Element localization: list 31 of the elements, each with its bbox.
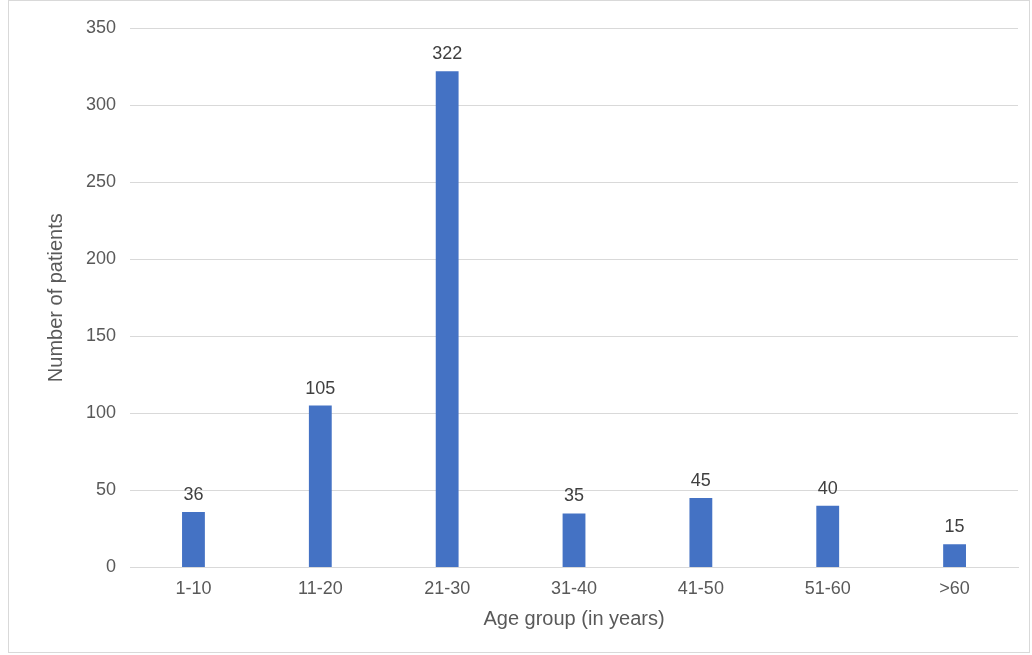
bar <box>435 71 459 567</box>
bar <box>562 513 586 567</box>
data-label: 36 <box>183 483 204 504</box>
x-tick-label: 11-20 <box>297 578 343 599</box>
y-tick-label: 200 <box>85 248 117 269</box>
y-tick-label: 250 <box>85 171 117 192</box>
x-tick-label: 1-10 <box>175 578 212 599</box>
data-label: 35 <box>564 485 585 506</box>
y-tick-label: 150 <box>85 325 117 346</box>
x-tick-label: 51-60 <box>804 578 851 599</box>
bar <box>182 511 205 567</box>
x-axis-title: Age group (in years) <box>483 606 665 629</box>
x-tick-label: 21-30 <box>424 578 471 599</box>
y-axis-title: Number of patients <box>43 213 66 383</box>
x-tick-label: 41-50 <box>677 578 724 599</box>
data-label: 322 <box>432 43 463 64</box>
y-tick-label: 50 <box>96 479 117 500</box>
x-tick-label: >60 <box>939 578 970 599</box>
y-tick-label: 0 <box>106 556 117 577</box>
x-tick-label: 31-40 <box>550 578 598 599</box>
y-tick-label: 300 <box>85 94 117 115</box>
data-label: 45 <box>690 470 711 491</box>
bar <box>943 544 966 567</box>
bar <box>308 405 332 567</box>
bar <box>689 498 713 567</box>
data-label: 15 <box>944 516 965 537</box>
bar <box>816 505 840 567</box>
data-label: 40 <box>817 477 838 498</box>
y-tick-label: 350 <box>85 16 117 37</box>
data-label: 105 <box>305 377 336 398</box>
y-tick-label: 100 <box>85 402 117 423</box>
